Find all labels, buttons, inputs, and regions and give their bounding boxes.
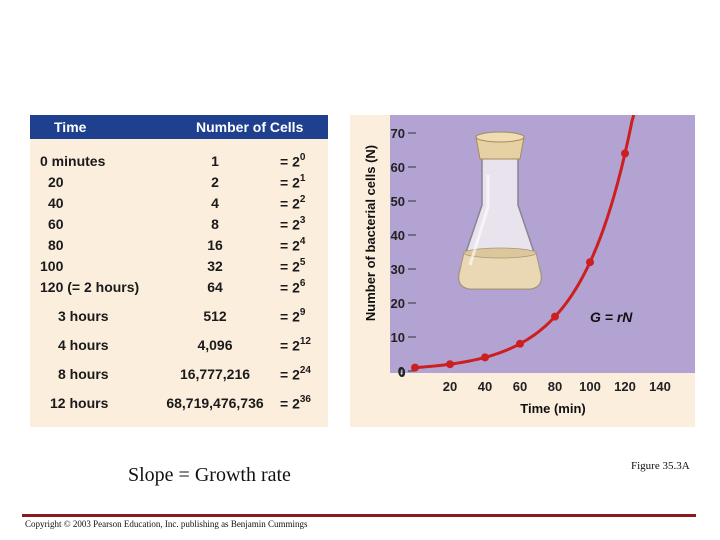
plot-area xyxy=(390,115,695,373)
row-power: = 22 xyxy=(280,194,306,212)
row-time: 20 xyxy=(48,174,64,190)
row-power: = 24 xyxy=(280,236,306,254)
y-tick-label: 20 xyxy=(391,296,405,311)
table-row: 3 hours 512 = 29 xyxy=(30,307,328,328)
table-row: 40 4 = 22 xyxy=(30,194,328,215)
data-point xyxy=(446,360,454,369)
row-cells: 16,777,216 xyxy=(179,366,251,382)
table-row: 80 16 = 24 xyxy=(30,236,328,257)
growth-chart: 0 10 20 30 40 50 60 70 0 20 40 60 80 100 120 140 G = r… xyxy=(350,115,695,427)
y-tick-label: 50 xyxy=(391,194,405,209)
row-power: = 20 xyxy=(280,152,306,170)
x-tick-label: 100 xyxy=(579,379,601,394)
row-time: 120 (= 2 hours) xyxy=(40,279,140,295)
row-cells: 8 xyxy=(211,216,219,232)
x-tick-label: 20 xyxy=(443,379,457,394)
data-point xyxy=(586,258,594,267)
row-cells: 64 xyxy=(207,279,223,295)
row-cells: 512 xyxy=(203,308,227,324)
header-cells: Number of Cells xyxy=(196,119,304,135)
table-row: 60 8 = 23 xyxy=(30,215,328,236)
x-tick-label: 80 xyxy=(548,379,562,394)
row-power: = 236 xyxy=(280,394,311,412)
row-cells: 4,096 xyxy=(197,337,233,353)
row-cells: 2 xyxy=(211,174,219,190)
figure-caption: Figure 35.3A xyxy=(631,460,690,472)
copyright-text: Copyright © 2003 Pearson Education, Inc.… xyxy=(25,519,308,529)
row-time: 60 xyxy=(48,216,64,232)
table-row: 20 2 = 21 xyxy=(30,173,328,194)
row-time: 8 hours xyxy=(58,366,109,382)
row-time: 12 hours xyxy=(50,395,109,411)
row-time: 4 hours xyxy=(58,337,109,353)
row-power: = 26 xyxy=(280,278,306,296)
y-tick-label: 40 xyxy=(391,228,405,243)
header-time: Time xyxy=(54,119,87,135)
data-point xyxy=(411,363,419,372)
row-power: = 212 xyxy=(280,336,311,354)
table-row: 4 hours 4,096 = 212 xyxy=(30,336,328,357)
x-tick-label: 40 xyxy=(478,379,492,394)
x-tick-label: 140 xyxy=(649,379,671,394)
row-power: = 21 xyxy=(280,173,306,191)
row-time: 0 minutes xyxy=(40,153,106,169)
row-time: 40 xyxy=(48,195,64,211)
data-point xyxy=(621,149,629,158)
row-cells: 16 xyxy=(207,237,223,253)
row-cells: 1 xyxy=(211,153,219,169)
table-row: 100 32 = 25 xyxy=(30,257,328,278)
row-time: 80 xyxy=(48,237,64,253)
data-point xyxy=(481,353,489,362)
x-tick-label: 120 xyxy=(614,379,636,394)
y-tick-label: 60 xyxy=(391,160,405,175)
y-tick-label: 0 xyxy=(398,364,405,379)
footer-divider xyxy=(22,514,696,517)
growth-equation-label: G = rN xyxy=(590,309,633,325)
table-row: 12 hours 68,719,476,736 = 236 xyxy=(30,394,328,415)
table-row: 0 minutes 1 = 20 xyxy=(30,152,328,173)
row-cells: 68,719,476,736 xyxy=(166,395,264,411)
table-row: 120 (= 2 hours) 64 = 26 xyxy=(30,278,328,299)
row-cells: 32 xyxy=(207,258,223,274)
row-power: = 25 xyxy=(280,257,306,275)
erlenmeyer-flask-icon xyxy=(458,131,542,290)
slope-caption: Slope = Growth rate xyxy=(128,464,291,486)
row-power: = 224 xyxy=(280,365,311,383)
x-tick-label: 0 xyxy=(398,365,405,380)
data-point xyxy=(516,339,524,348)
row-time: 3 hours xyxy=(58,308,109,324)
y-tick-label: 10 xyxy=(391,330,405,345)
row-time: 100 xyxy=(40,258,64,274)
y-tick-label: 70 xyxy=(391,126,405,141)
row-power: = 29 xyxy=(280,307,306,325)
data-point xyxy=(551,312,559,321)
table-header: Time Number of Cells xyxy=(30,115,328,139)
row-power: = 23 xyxy=(280,215,306,233)
y-axis-label: Number of bacterial cells (N) xyxy=(363,145,378,321)
x-tick-label: 60 xyxy=(513,379,527,394)
y-tick-label: 30 xyxy=(391,262,405,277)
row-cells: 4 xyxy=(211,195,219,211)
doubling-table: Time Number of Cells 0 minutes 1 = 20 20… xyxy=(30,115,328,427)
x-axis-label: Time (min) xyxy=(520,401,586,416)
table-row: 8 hours 16,777,216 = 224 xyxy=(30,365,328,386)
